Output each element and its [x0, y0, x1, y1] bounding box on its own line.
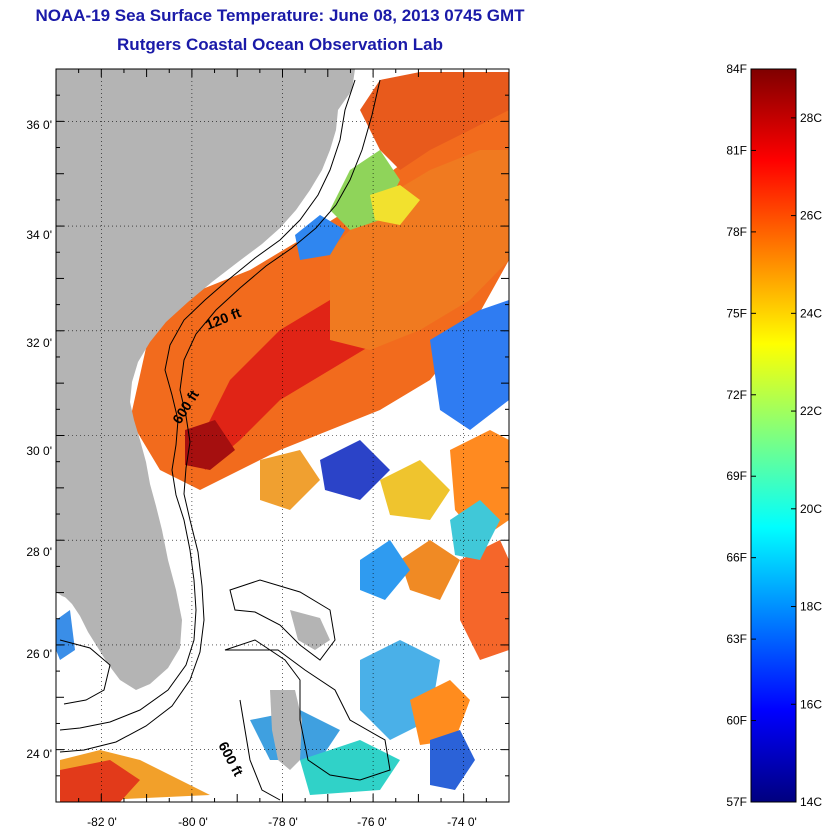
colorbar-c-label: 14C	[800, 795, 822, 809]
land-mask	[56, 69, 355, 770]
colorbar-c-label: 28C	[800, 111, 822, 125]
lat-label: 28 0'	[26, 545, 52, 559]
colorbar: 84F 81F 78F 75F 72F 69F 66F 63F 60F 57F 28C 26C 24C…	[726, 62, 822, 809]
map-title: NOAA-19 Sea Surface Temperature: June 08…	[35, 6, 525, 25]
lat-axis-labels: 36 0' 34 0' 32 0' 30 0' 28 0' 26 0' 24 0…	[26, 118, 52, 761]
colorbar-f-label: 72F	[726, 388, 747, 402]
frame-ticks	[56, 68, 510, 802]
colorbar-c-label: 24C	[800, 306, 822, 320]
colorbar-c-label: 16C	[800, 697, 822, 711]
lat-label: 30 0'	[26, 444, 52, 458]
colorbar-c-label: 18C	[800, 600, 822, 614]
colorbar-fahrenheit-ticks: 84F 81F 78F 75F 72F 69F 66F 63F 60F 57F	[726, 62, 756, 809]
lon-label: -74 0'	[447, 815, 477, 829]
map-subtitle: Rutgers Coastal Ocean Observation Lab	[117, 35, 443, 54]
lon-label: -80 0'	[178, 815, 208, 829]
lat-label: 32 0'	[26, 336, 52, 350]
bathymetry-contours	[59, 79, 391, 801]
colorbar-celsius-ticks: 28C 26C 24C 22C 20C 18C 16C 14C	[791, 111, 822, 809]
colorbar-f-label: 78F	[726, 225, 747, 239]
colorbar-f-label: 84F	[726, 62, 747, 76]
colorbar-f-label: 66F	[726, 551, 747, 565]
lon-label: -82 0'	[87, 815, 117, 829]
colorbar-f-label: 69F	[726, 469, 747, 483]
colorbar-bar	[750, 68, 797, 803]
sst-field	[56, 72, 509, 802]
lon-axis-labels: -82 0' -80 0' -78 0' -76 0' -74 0'	[87, 815, 477, 829]
colorbar-c-label: 20C	[800, 502, 822, 516]
colorbar-c-label: 26C	[800, 209, 822, 223]
lat-label: 36 0'	[26, 118, 52, 132]
colorbar-f-label: 63F	[726, 632, 747, 646]
colorbar-f-label: 75F	[726, 306, 747, 320]
colorbar-c-label: 22C	[800, 404, 822, 418]
lon-label: -78 0'	[268, 815, 298, 829]
lon-label: -76 0'	[357, 815, 387, 829]
lat-label: 26 0'	[26, 647, 52, 661]
colorbar-f-label: 60F	[726, 714, 747, 728]
colorbar-f-label: 81F	[726, 143, 747, 157]
lat-label: 34 0'	[26, 228, 52, 242]
colorbar-f-label: 57F	[726, 795, 747, 809]
lat-label: 24 0'	[26, 747, 52, 761]
